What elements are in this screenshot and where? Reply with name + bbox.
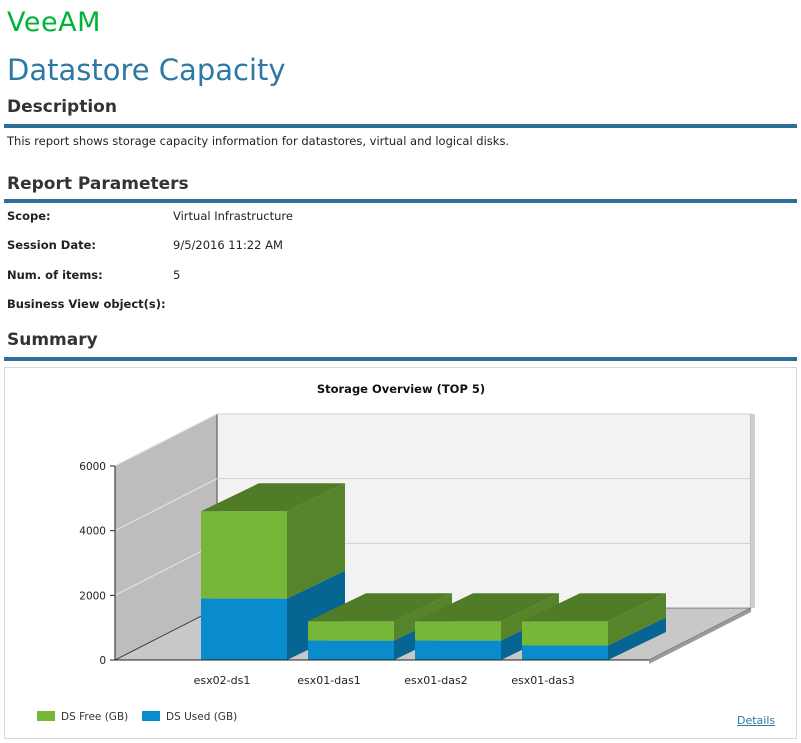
bar-top (415, 593, 559, 622)
param-row-session-date: Session Date: 9/5/2016 11:22 AM (7, 238, 507, 258)
y-tick-label: 6000 (79, 461, 106, 473)
bar-free-front (308, 621, 394, 641)
bar-top (201, 483, 345, 512)
bar-top (308, 593, 452, 622)
legend-swatch-free (37, 711, 55, 721)
page-title: Datastore Capacity (7, 53, 286, 87)
param-label: Session Date: (7, 238, 97, 252)
bar-used-front (415, 640, 501, 660)
param-value: Virtual Infrastructure (173, 209, 293, 223)
description-divider (4, 124, 797, 128)
bar-used-front (522, 645, 608, 660)
x-tick-label: esx01-das2 (404, 674, 467, 687)
gridline-side (114, 478, 218, 532)
y-tick-label: 2000 (79, 590, 106, 602)
storage-overview-chart: Storage Overview (TOP 5) 0 2000 4000 6000 es… (4, 367, 797, 739)
bar-free-front (201, 511, 287, 599)
param-value: 5 (173, 268, 181, 282)
x-tick-label: esx02-ds1 (194, 674, 251, 687)
chart-legend: DS Free (GB) DS Used (GB) (37, 711, 237, 723)
param-label: Num. of items: (7, 268, 103, 282)
legend-label-used: DS Used (GB) (166, 711, 237, 723)
param-row-business-view: Business View object(s): (7, 297, 507, 317)
report-parameters-heading: Report Parameters (7, 174, 189, 194)
logo-text: VeeAM (7, 7, 101, 38)
bar-used-side (608, 617, 666, 660)
summary-heading: Summary (7, 330, 98, 350)
bar-used-front (308, 640, 394, 660)
x-tick-label: esx01-das3 (511, 674, 574, 687)
chart-back-wall-edge (751, 414, 755, 608)
legend-label-free: DS Free (GB) (61, 711, 128, 723)
bar-free-side (501, 593, 559, 641)
gridline-side (114, 413, 218, 467)
legend-swatch-used (142, 711, 160, 721)
chart-title: Storage Overview (TOP 5) (317, 382, 485, 396)
y-tick-label: 4000 (79, 526, 106, 538)
param-label: Business View object(s): (7, 297, 166, 311)
chart-floor-edge (649, 608, 751, 664)
bar-free-side (394, 593, 452, 641)
param-label: Scope: (7, 209, 51, 223)
chart-svg: Storage Overview (TOP 5) 0 2000 4000 6000 es… (37, 382, 755, 723)
gridline-side (114, 542, 218, 596)
x-tick-label: esx01-das1 (297, 674, 360, 687)
y-tick-label: 0 (99, 655, 106, 667)
param-value: 9/5/2016 11:22 AM (173, 238, 283, 252)
veeam-logo: VeeAM (7, 7, 101, 38)
bar-top (522, 593, 666, 622)
param-row-scope: Scope: Virtual Infrastructure (7, 209, 507, 229)
bar-free-side (287, 483, 345, 599)
description-heading: Description (7, 97, 117, 117)
bar-used-front (201, 598, 287, 660)
details-link[interactable]: Details (737, 714, 776, 727)
bar-free-side (608, 593, 666, 646)
chart-axis: 0 2000 4000 6000 esx02-ds1 esx01-das1 esx01-da… (79, 461, 649, 687)
bar-free-front (522, 621, 608, 646)
bar-free-front (415, 621, 501, 641)
summary-divider (4, 357, 797, 361)
param-row-num-items: Num. of items: 5 (7, 268, 507, 288)
parameters-divider (4, 199, 797, 203)
description-text: This report shows storage capacity infor… (7, 134, 510, 148)
chart-bars (201, 483, 666, 660)
